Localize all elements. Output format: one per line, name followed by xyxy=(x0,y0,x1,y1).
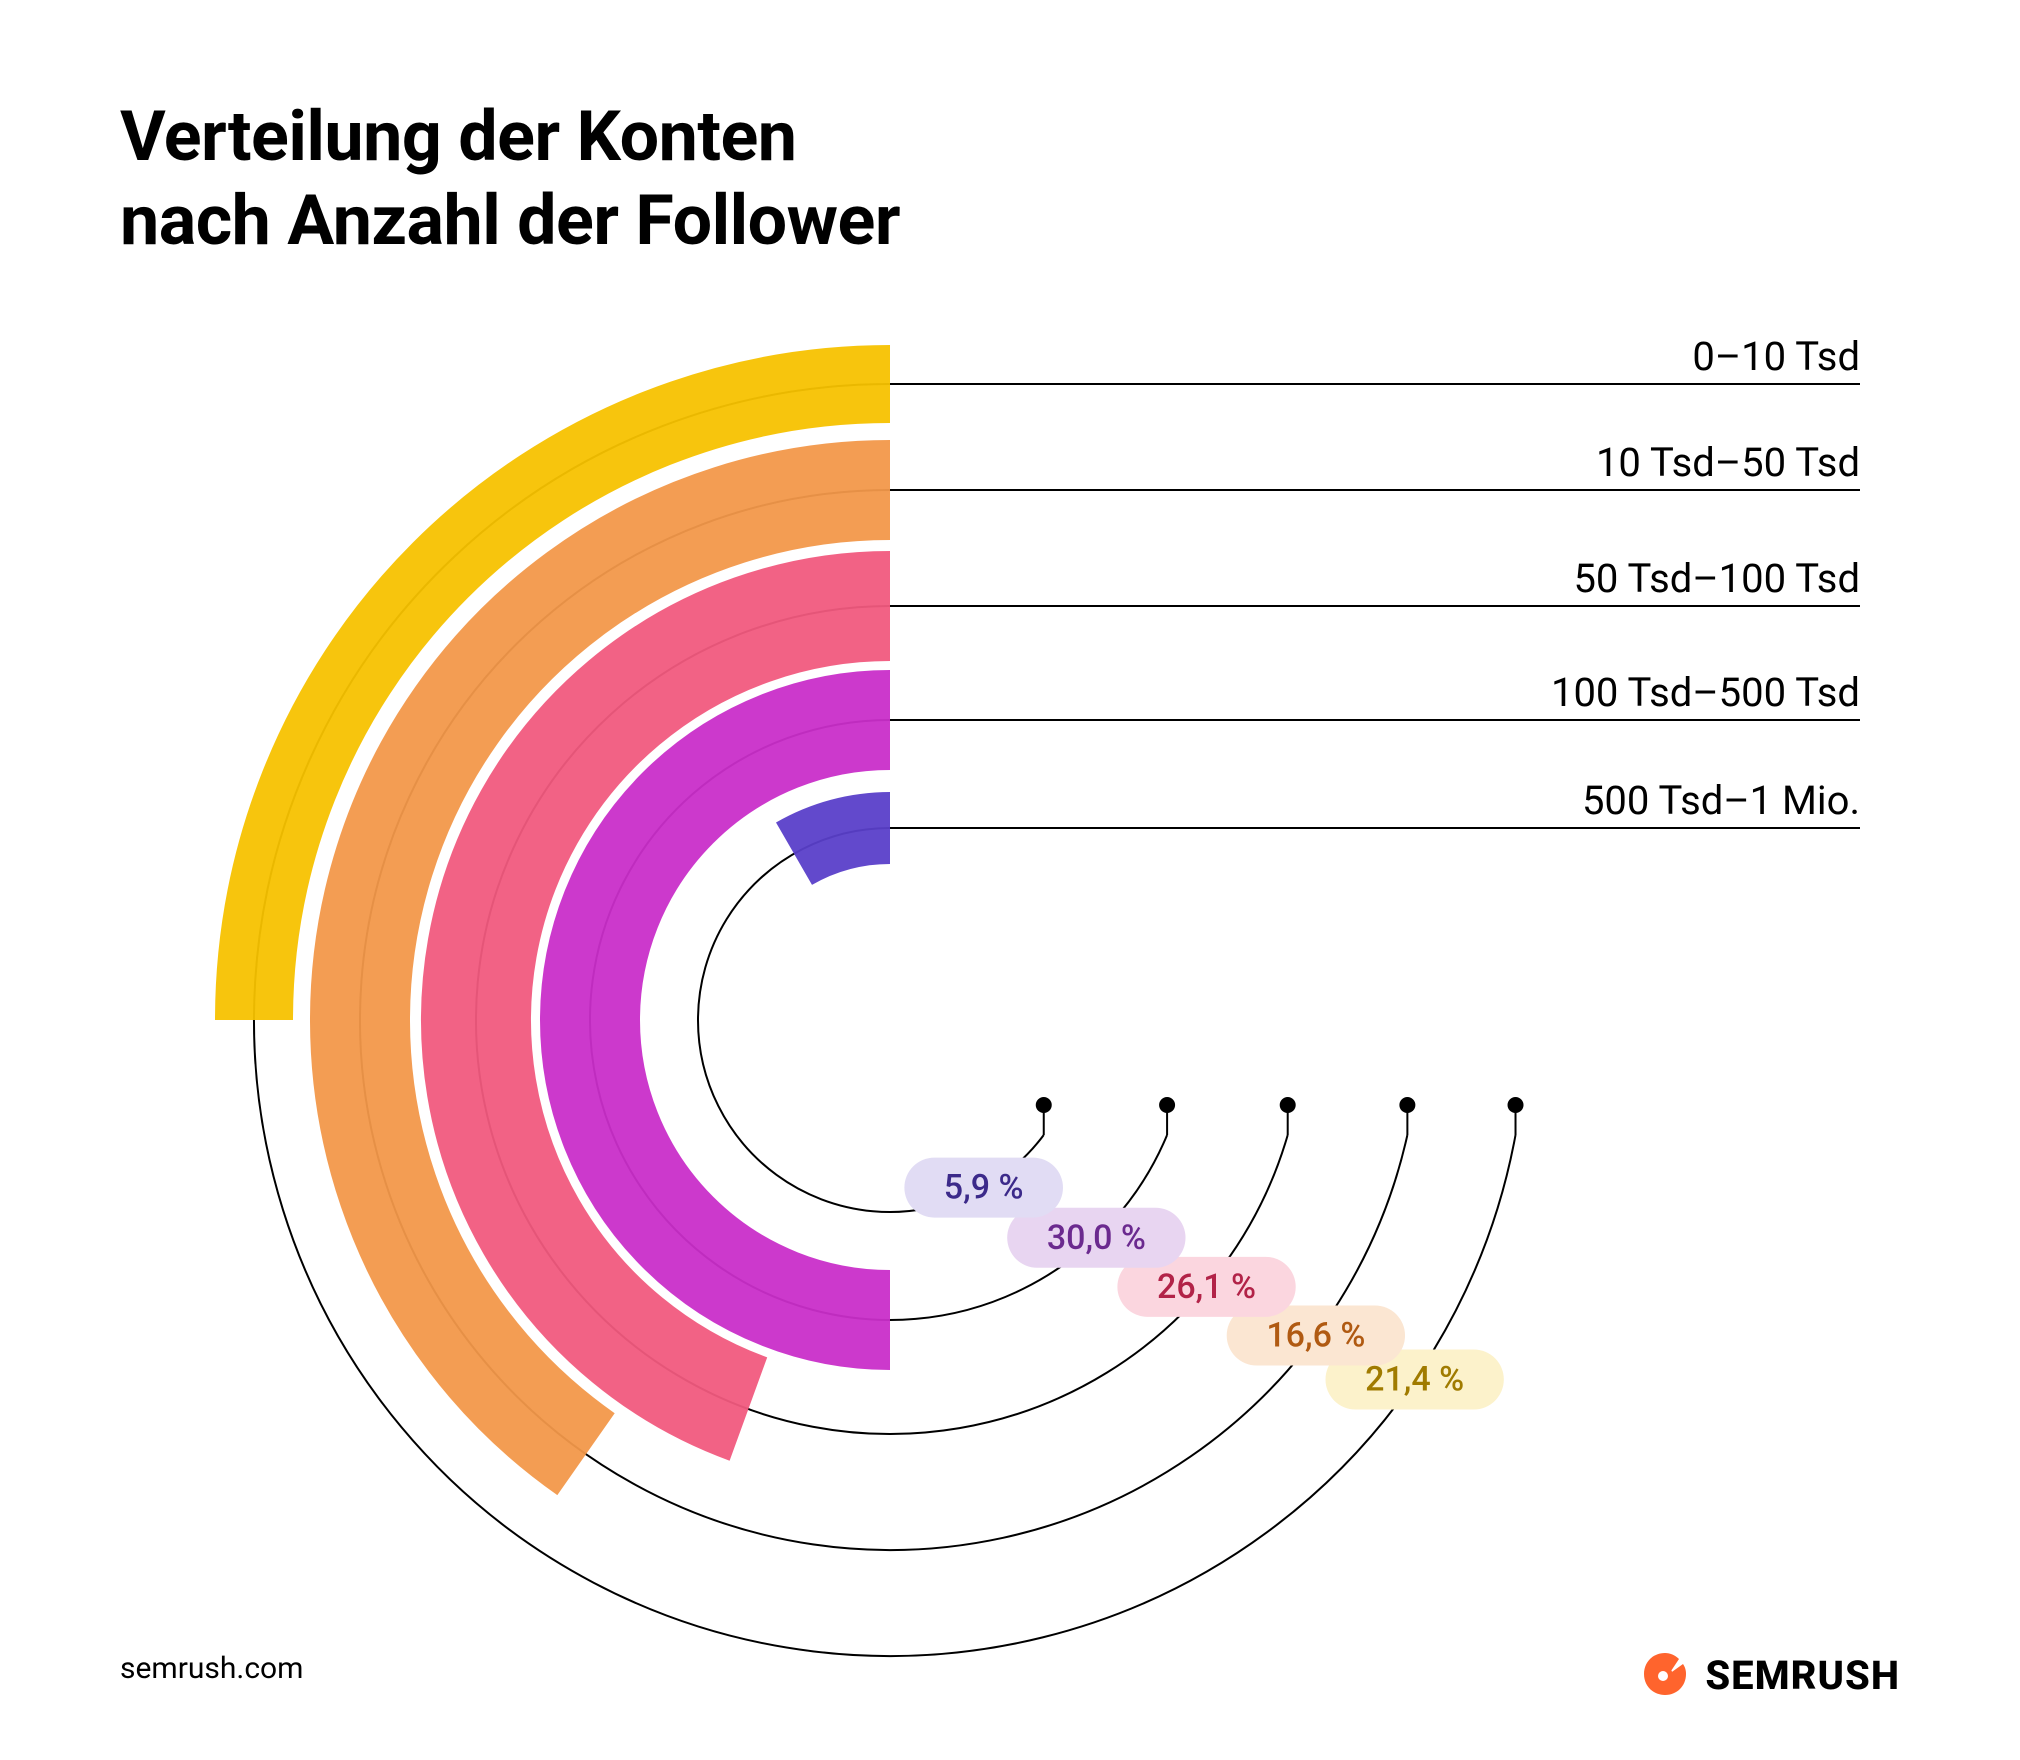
category-label: 50 Tsd–100 Tsd xyxy=(1573,555,1860,602)
pct-label: 21,4 % xyxy=(1365,1359,1464,1399)
track-dot xyxy=(1036,1097,1052,1113)
track-dot xyxy=(1399,1097,1415,1113)
brand-text: SEMRUSH xyxy=(1705,1652,1900,1699)
pct-label: 30,0 % xyxy=(1047,1218,1146,1258)
category-label: 0–10 Tsd xyxy=(1692,333,1860,380)
track-dot xyxy=(1280,1097,1296,1113)
track-dot xyxy=(1159,1097,1175,1113)
bars xyxy=(254,384,890,1454)
pct-label: 26,1 % xyxy=(1157,1267,1256,1307)
track-arc xyxy=(698,828,1044,1212)
labels: 0–10 Tsd 21,4 % 10 Tsd–50 Tsd 16,6 % 50 Tsd–… xyxy=(904,333,1860,1409)
footer-url: semrush.com xyxy=(120,1651,303,1686)
pct-label: 5,9 % xyxy=(944,1168,1024,1208)
brand-flame-icon xyxy=(1639,1649,1691,1701)
track-dot xyxy=(1508,1097,1524,1113)
category-label: 10 Tsd–50 Tsd xyxy=(1596,439,1860,486)
radial-chart: 0–10 Tsd 21,4 % 10 Tsd–50 Tsd 16,6 % 50 Tsd–… xyxy=(0,0,2020,1760)
pct-label: 16,6 % xyxy=(1266,1315,1365,1355)
category-label: 100 Tsd–500 Tsd xyxy=(1551,669,1860,716)
category-label: 500 Tsd–1 Mio. xyxy=(1582,777,1860,824)
bar-arc xyxy=(794,828,890,854)
brand: SEMRUSH xyxy=(1639,1649,1900,1701)
